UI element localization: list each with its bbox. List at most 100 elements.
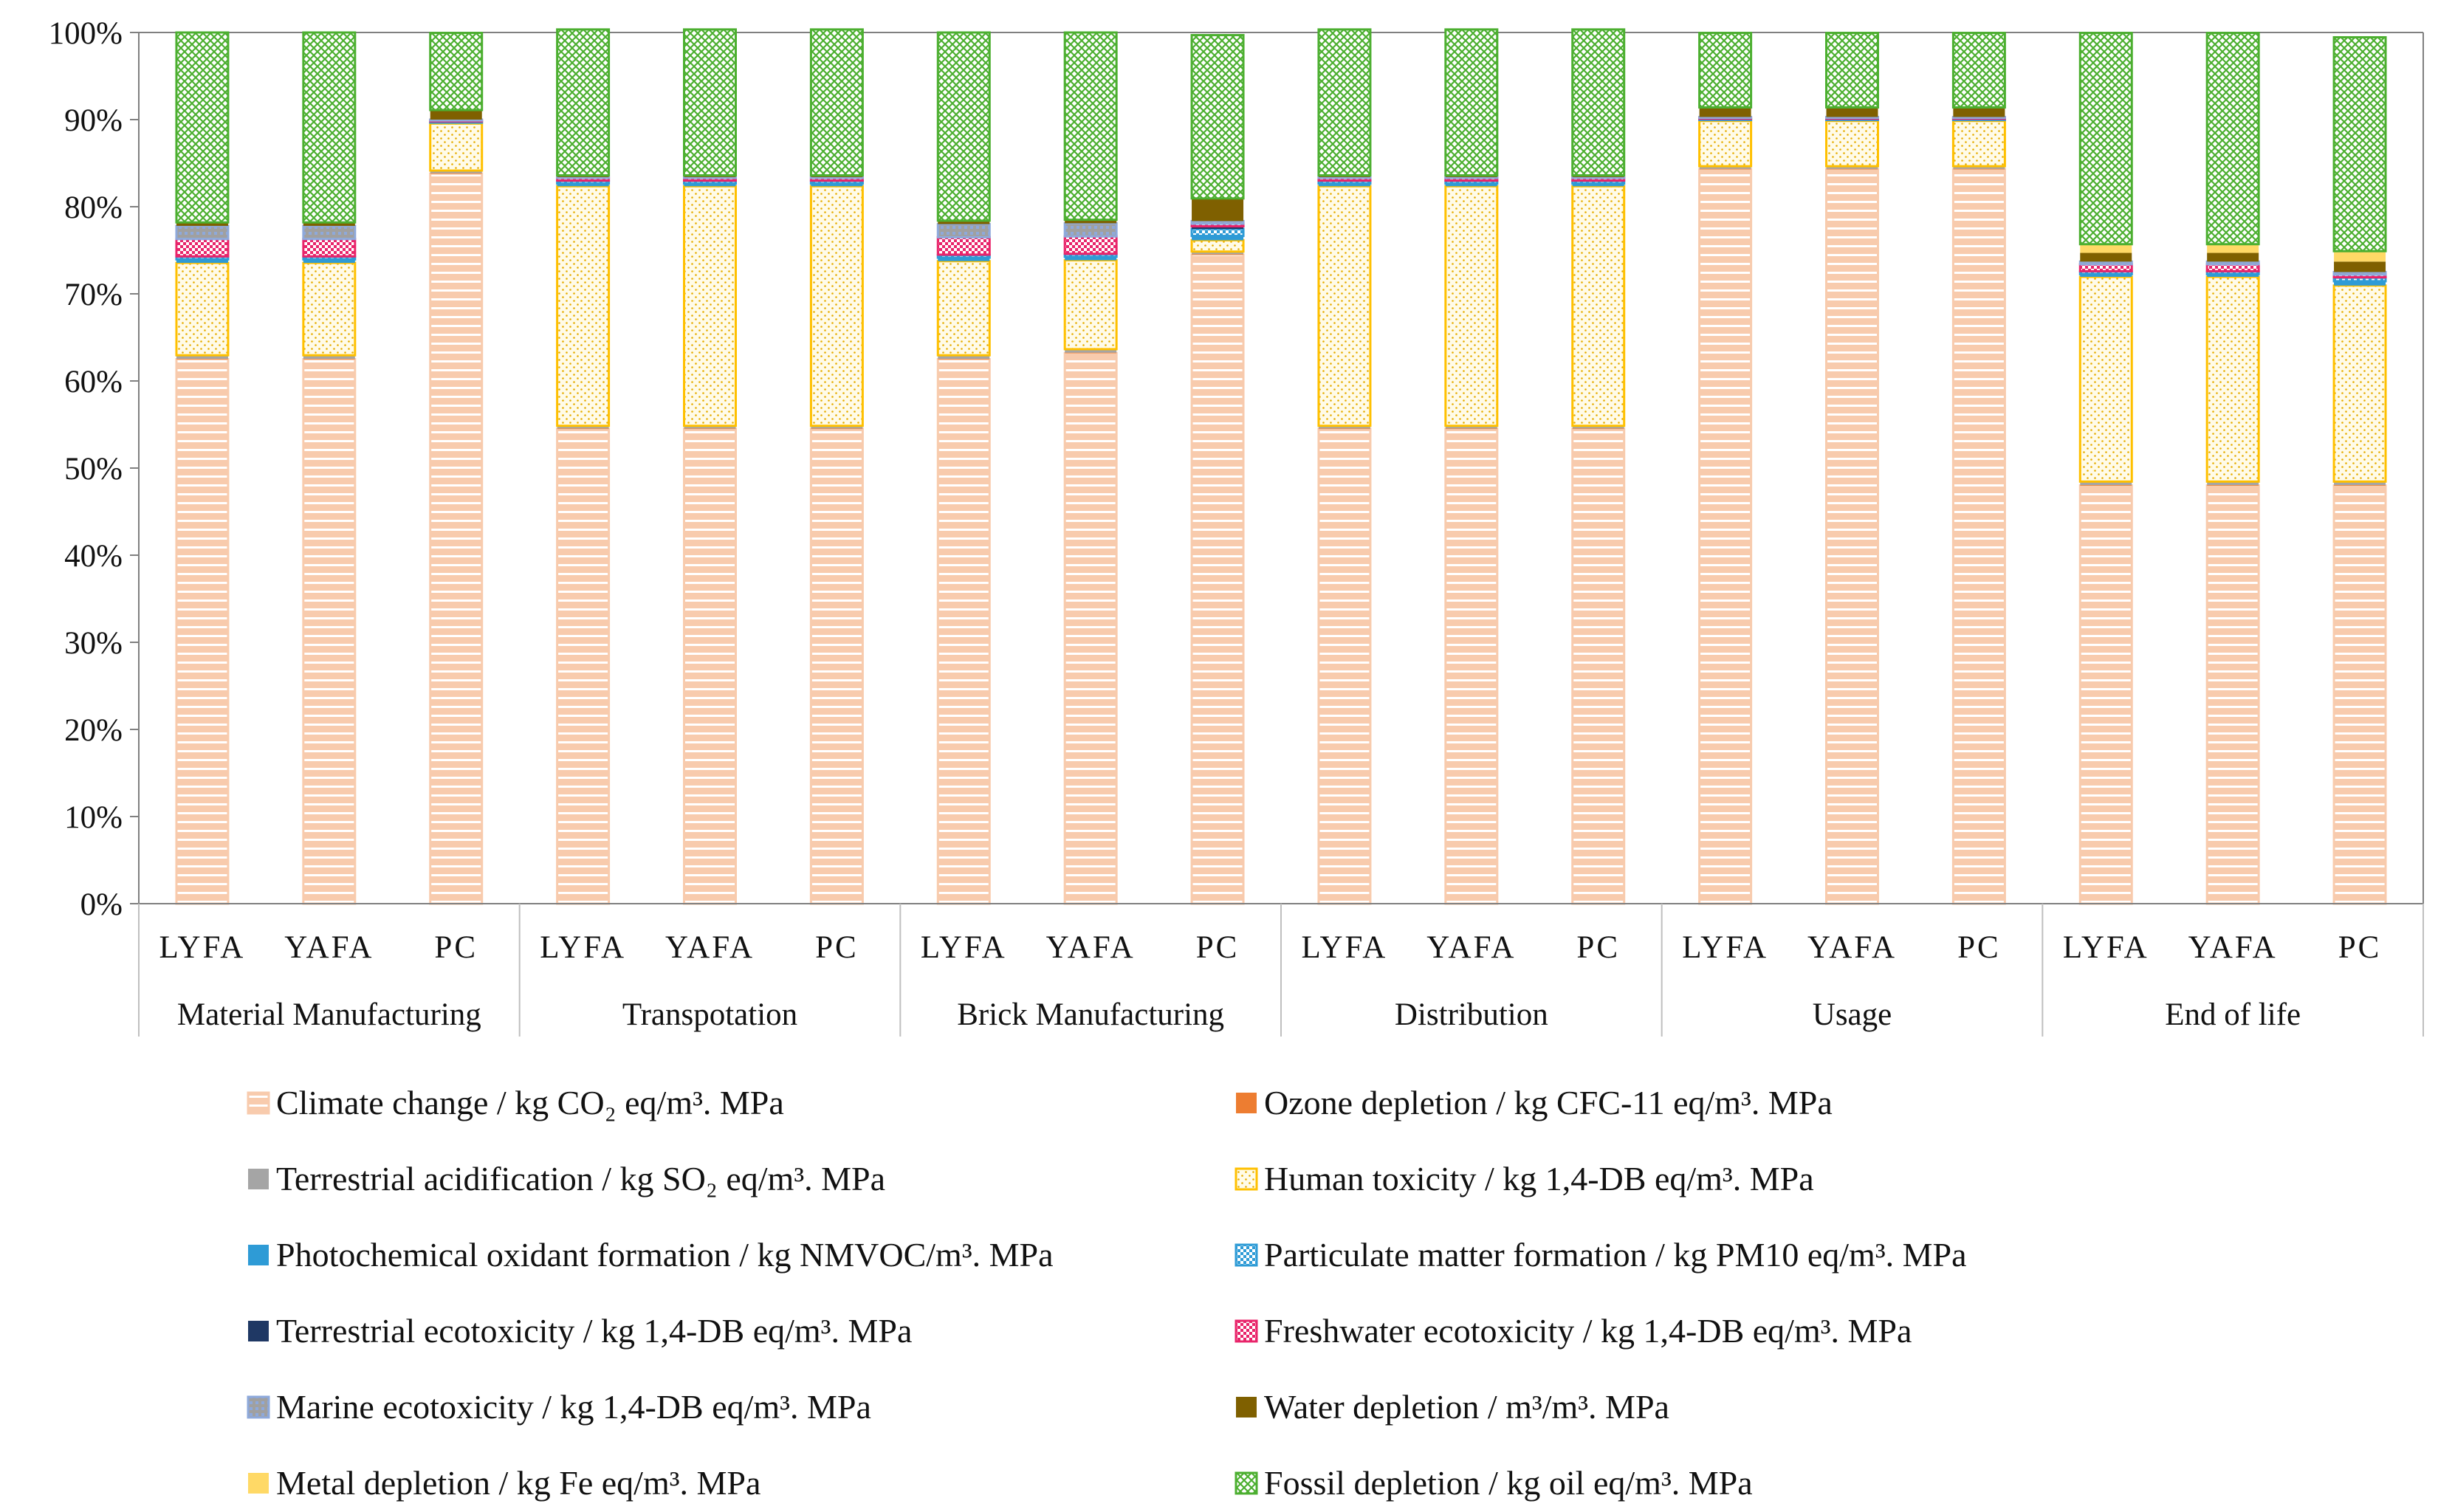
segment-human-toxicity-kg-1-4-db-eq-m-mpa xyxy=(683,185,737,427)
legend-label: Climate change / kg CO₂ eq/m³. MPa xyxy=(276,1084,784,1121)
segment-photochemical-oxidant-formation-kg-nmvoc xyxy=(1065,256,1117,261)
segment-marine-ecotoxicity-kg-1-4-db-eq-m-mpa xyxy=(683,176,737,179)
segment-marine-ecotoxicity-kg-1-4-db-eq-m-mpa xyxy=(1063,221,1118,238)
segment-fossil-depletion-kg-oil-eq-m-mpa xyxy=(1571,28,1626,177)
segment-metal-depletion-kg-fe-eq-m-mpa xyxy=(2334,251,2386,262)
segment-terrestrial-acidification-kg-so-eq-m-mpa xyxy=(1445,425,1497,429)
segment-climate-change-kg-co-eq-m-mpa xyxy=(429,172,484,905)
segment-water-depletion-m-m-mpa xyxy=(1192,199,1244,221)
x-tick-label: LYFA xyxy=(921,930,1007,965)
segment-fossil-depletion-kg-oil-eq-m-mpa xyxy=(2332,35,2387,252)
bar-end-of-life-lyfa xyxy=(2078,32,2133,905)
segment-ozone-depletion-kg-cfc-11-eq-m-mpa xyxy=(430,173,482,174)
x-tick-label: LYFA xyxy=(540,930,626,965)
segment-climate-change-kg-co-eq-m-mpa xyxy=(1825,168,1879,905)
bar-usage-yafa xyxy=(1825,32,1879,905)
segment-human-toxicity-kg-1-4-db-eq-m-mpa xyxy=(1825,120,1879,168)
x-tick-label: YAFA xyxy=(1807,930,1897,965)
legend-label: Terrestrial acidification / kg SO₂ eq/m³… xyxy=(276,1160,885,1197)
y-tick-label: 90% xyxy=(64,103,123,138)
segment-water-depletion-m-m-mpa xyxy=(303,223,355,226)
x-tick-label: LYFA xyxy=(159,930,246,965)
y-tick-label: 50% xyxy=(64,452,123,487)
segment-fossil-depletion-kg-oil-eq-m-mpa xyxy=(2205,32,2260,246)
segment-human-toxicity-kg-1-4-db-eq-m-mpa xyxy=(1317,185,1372,427)
segment-photochemical-oxidant-formation-kg-nmvoc xyxy=(2207,274,2259,277)
x-group-label: Brick Manufacturing xyxy=(957,997,1224,1032)
segment-human-toxicity-kg-1-4-db-eq-m-mpa xyxy=(1190,238,1245,253)
segment-ozone-depletion-kg-cfc-11-eq-m-mpa xyxy=(938,358,990,360)
x-tick-label: YAFA xyxy=(665,930,755,965)
legend-swatch xyxy=(1235,1471,1258,1495)
segment-human-toxicity-kg-1-4-db-eq-m-mpa xyxy=(175,261,230,357)
legend-swatch xyxy=(1236,1093,1257,1113)
segment-climate-change-kg-co-eq-m-mpa xyxy=(2078,484,2133,905)
segment-terrestrial-acidification-kg-so-eq-m-mpa xyxy=(1065,348,1117,353)
segment-fossil-depletion-kg-oil-eq-m-mpa xyxy=(1698,32,1753,109)
segment-ozone-depletion-kg-cfc-11-eq-m-mpa xyxy=(1699,168,1751,170)
segment-human-toxicity-kg-1-4-db-eq-m-mpa xyxy=(1063,259,1118,351)
segment-marine-ecotoxicity-kg-1-4-db-eq-m-mpa xyxy=(1444,176,1499,179)
segment-human-toxicity-kg-1-4-db-eq-m-mpa xyxy=(429,122,484,172)
segment-ozone-depletion-kg-cfc-11-eq-m-mpa xyxy=(1953,168,2005,170)
x-tick-label: PC xyxy=(434,930,478,965)
segment-water-depletion-m-m-mpa xyxy=(2080,252,2132,262)
segment-fossil-depletion-kg-oil-eq-m-mpa xyxy=(2078,32,2133,246)
y-tick-label: 0% xyxy=(80,887,123,922)
bar-brick-manufacturing-yafa xyxy=(1063,31,1118,905)
legend-swatch xyxy=(248,1169,269,1189)
segment-climate-change-kg-co-eq-m-mpa xyxy=(809,427,864,905)
segment-water-depletion-m-m-mpa xyxy=(938,221,990,224)
segment-terrestrial-acidification-kg-so-eq-m-mpa xyxy=(1572,425,1624,429)
segment-marine-ecotoxicity-kg-1-4-db-eq-m-mpa xyxy=(556,176,611,179)
bar-brick-manufacturing-pc xyxy=(1190,34,1245,905)
segment-water-depletion-m-m-mpa xyxy=(1953,108,2005,117)
segment-ozone-depletion-kg-cfc-11-eq-m-mpa xyxy=(1318,428,1370,430)
legend-label: Freshwater ecotoxicity / kg 1,4-DB eq/m³… xyxy=(1264,1312,1912,1350)
segment-climate-change-kg-co-eq-m-mpa xyxy=(1317,427,1372,905)
segment-human-toxicity-kg-1-4-db-eq-m-mpa xyxy=(2332,284,2387,483)
legend-item: Human toxicity / kg 1,4-DB eq/m³. MPa xyxy=(1235,1160,1814,1197)
segment-photochemical-oxidant-formation-kg-nmvoc xyxy=(176,259,228,264)
segment-climate-change-kg-co-eq-m-mpa xyxy=(302,358,357,905)
x-group-label: Usage xyxy=(1813,997,1892,1032)
x-tick-label: YAFA xyxy=(2188,930,2278,965)
segment-terrestrial-acidification-kg-so-eq-m-mpa xyxy=(1826,166,1878,169)
segment-water-depletion-m-m-mpa xyxy=(1826,108,1878,117)
x-tick-label: YAFA xyxy=(284,930,374,965)
segment-climate-change-kg-co-eq-m-mpa xyxy=(2205,484,2260,905)
segment-human-toxicity-kg-1-4-db-eq-m-mpa xyxy=(1698,120,1753,168)
bar-material-manufacturing-pc xyxy=(429,32,484,905)
segment-photochemical-oxidant-formation-kg-nmvoc xyxy=(2334,281,2386,286)
segment-marine-ecotoxicity-kg-1-4-db-eq-m-mpa xyxy=(1190,219,1245,225)
x-tick-label: LYFA xyxy=(2063,930,2149,965)
segment-terrestrial-acidification-kg-so-eq-m-mpa xyxy=(176,355,228,359)
segment-human-toxicity-kg-1-4-db-eq-m-mpa xyxy=(1444,185,1499,427)
legend-swatch xyxy=(1235,1167,1258,1191)
bar-material-manufacturing-yafa xyxy=(302,31,357,905)
bar-transpotation-yafa xyxy=(683,28,737,905)
x-tick-label: YAFA xyxy=(1426,930,1516,965)
y-tick-label: 70% xyxy=(64,278,123,312)
segment-water-depletion-m-m-mpa xyxy=(684,176,736,177)
segment-human-toxicity-kg-1-4-db-eq-m-mpa xyxy=(302,261,357,357)
legend-label: Water depletion / m³/m³. MPa xyxy=(1264,1388,1669,1426)
segment-ozone-depletion-kg-cfc-11-eq-m-mpa xyxy=(303,358,355,360)
segment-terrestrial-acidification-kg-so-eq-m-mpa xyxy=(2334,481,2386,486)
legend-label: Marine ecotoxicity / kg 1,4-DB eq/m³. MP… xyxy=(276,1388,871,1426)
segment-photochemical-oxidant-formation-kg-nmvoc xyxy=(303,259,355,264)
segment-marine-ecotoxicity-kg-1-4-db-eq-m-mpa xyxy=(2078,260,2133,266)
segment-fossil-depletion-kg-oil-eq-m-mpa xyxy=(1317,28,1372,177)
segment-terrestrial-acidification-kg-so-eq-m-mpa xyxy=(2080,481,2132,486)
segment-ozone-depletion-kg-cfc-11-eq-m-mpa xyxy=(811,428,863,430)
segment-terrestrial-acidification-kg-so-eq-m-mpa xyxy=(303,355,355,359)
bar-transpotation-lyfa xyxy=(556,28,611,905)
segment-particulate-matter-formation-kg-pm10-eq- xyxy=(1190,227,1245,238)
legend-swatch xyxy=(247,1395,270,1419)
segment-ozone-depletion-kg-cfc-11-eq-m-mpa xyxy=(2080,485,2132,486)
legend-swatch xyxy=(248,1473,269,1494)
segment-climate-change-kg-co-eq-m-mpa xyxy=(1571,427,1626,905)
bar-brick-manufacturing-lyfa xyxy=(936,31,991,905)
legend-swatch xyxy=(1236,1397,1257,1418)
segment-metal-depletion-kg-fe-eq-m-mpa xyxy=(2080,244,2132,253)
